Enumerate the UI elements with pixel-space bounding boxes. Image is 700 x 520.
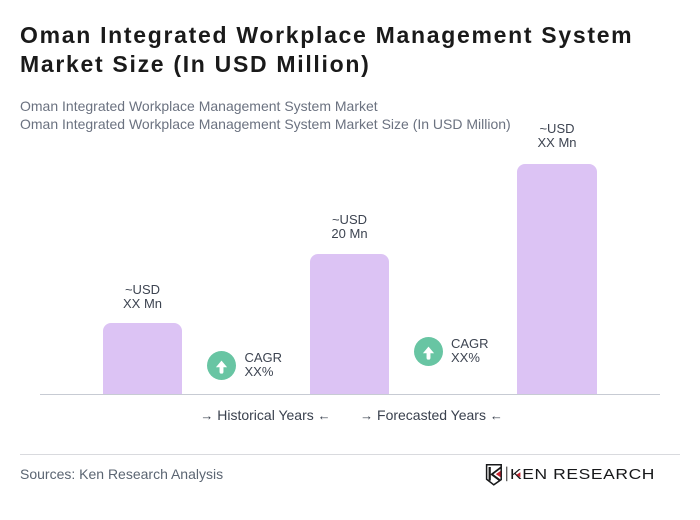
svg-text:KEN RESEARCH: KEN RESEARCH xyxy=(510,467,655,483)
